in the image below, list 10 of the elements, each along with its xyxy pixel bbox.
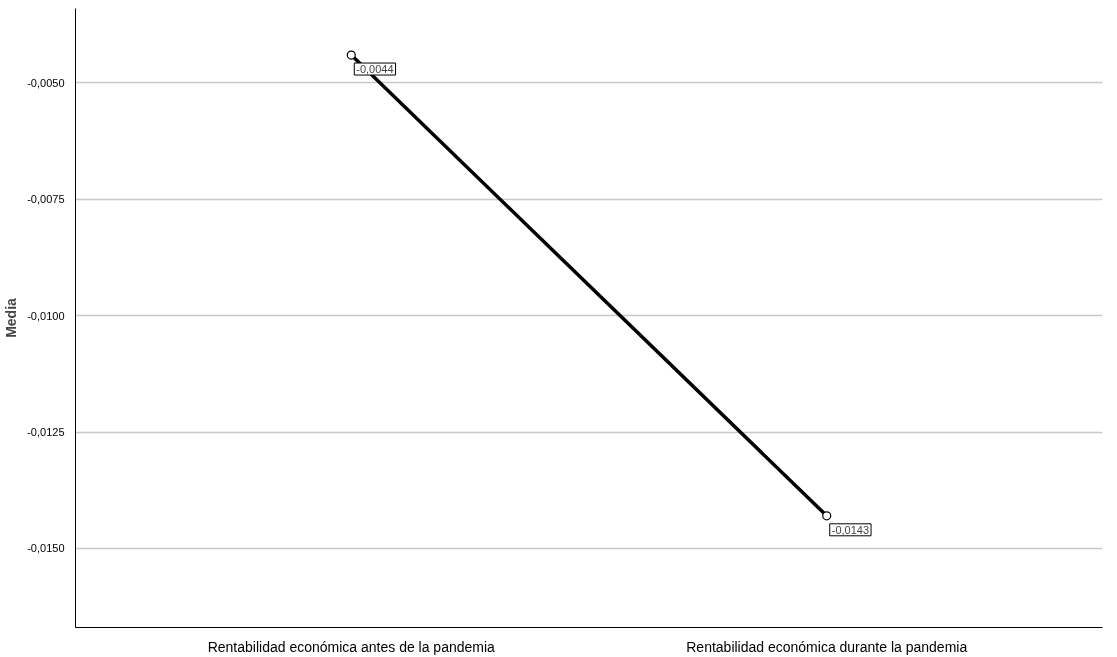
x-tick-label: Rentabilidad económica antes de la pandemia	[207, 638, 496, 655]
y-axis-title: Media	[3, 297, 20, 338]
y-tick-label: -0,0125	[27, 426, 65, 439]
data-label: -0,0143	[831, 523, 870, 536]
x-tick-label: Rentabilidad económica durante la pandemia	[686, 638, 968, 655]
y-tick-label: -0,0075	[27, 193, 65, 206]
y-tick-label: -0,0150	[27, 542, 65, 555]
y-tick-label: -0,0100	[27, 309, 65, 322]
y-tick-label: -0,0050	[27, 76, 65, 89]
data-label: -0,0044	[356, 63, 394, 76]
